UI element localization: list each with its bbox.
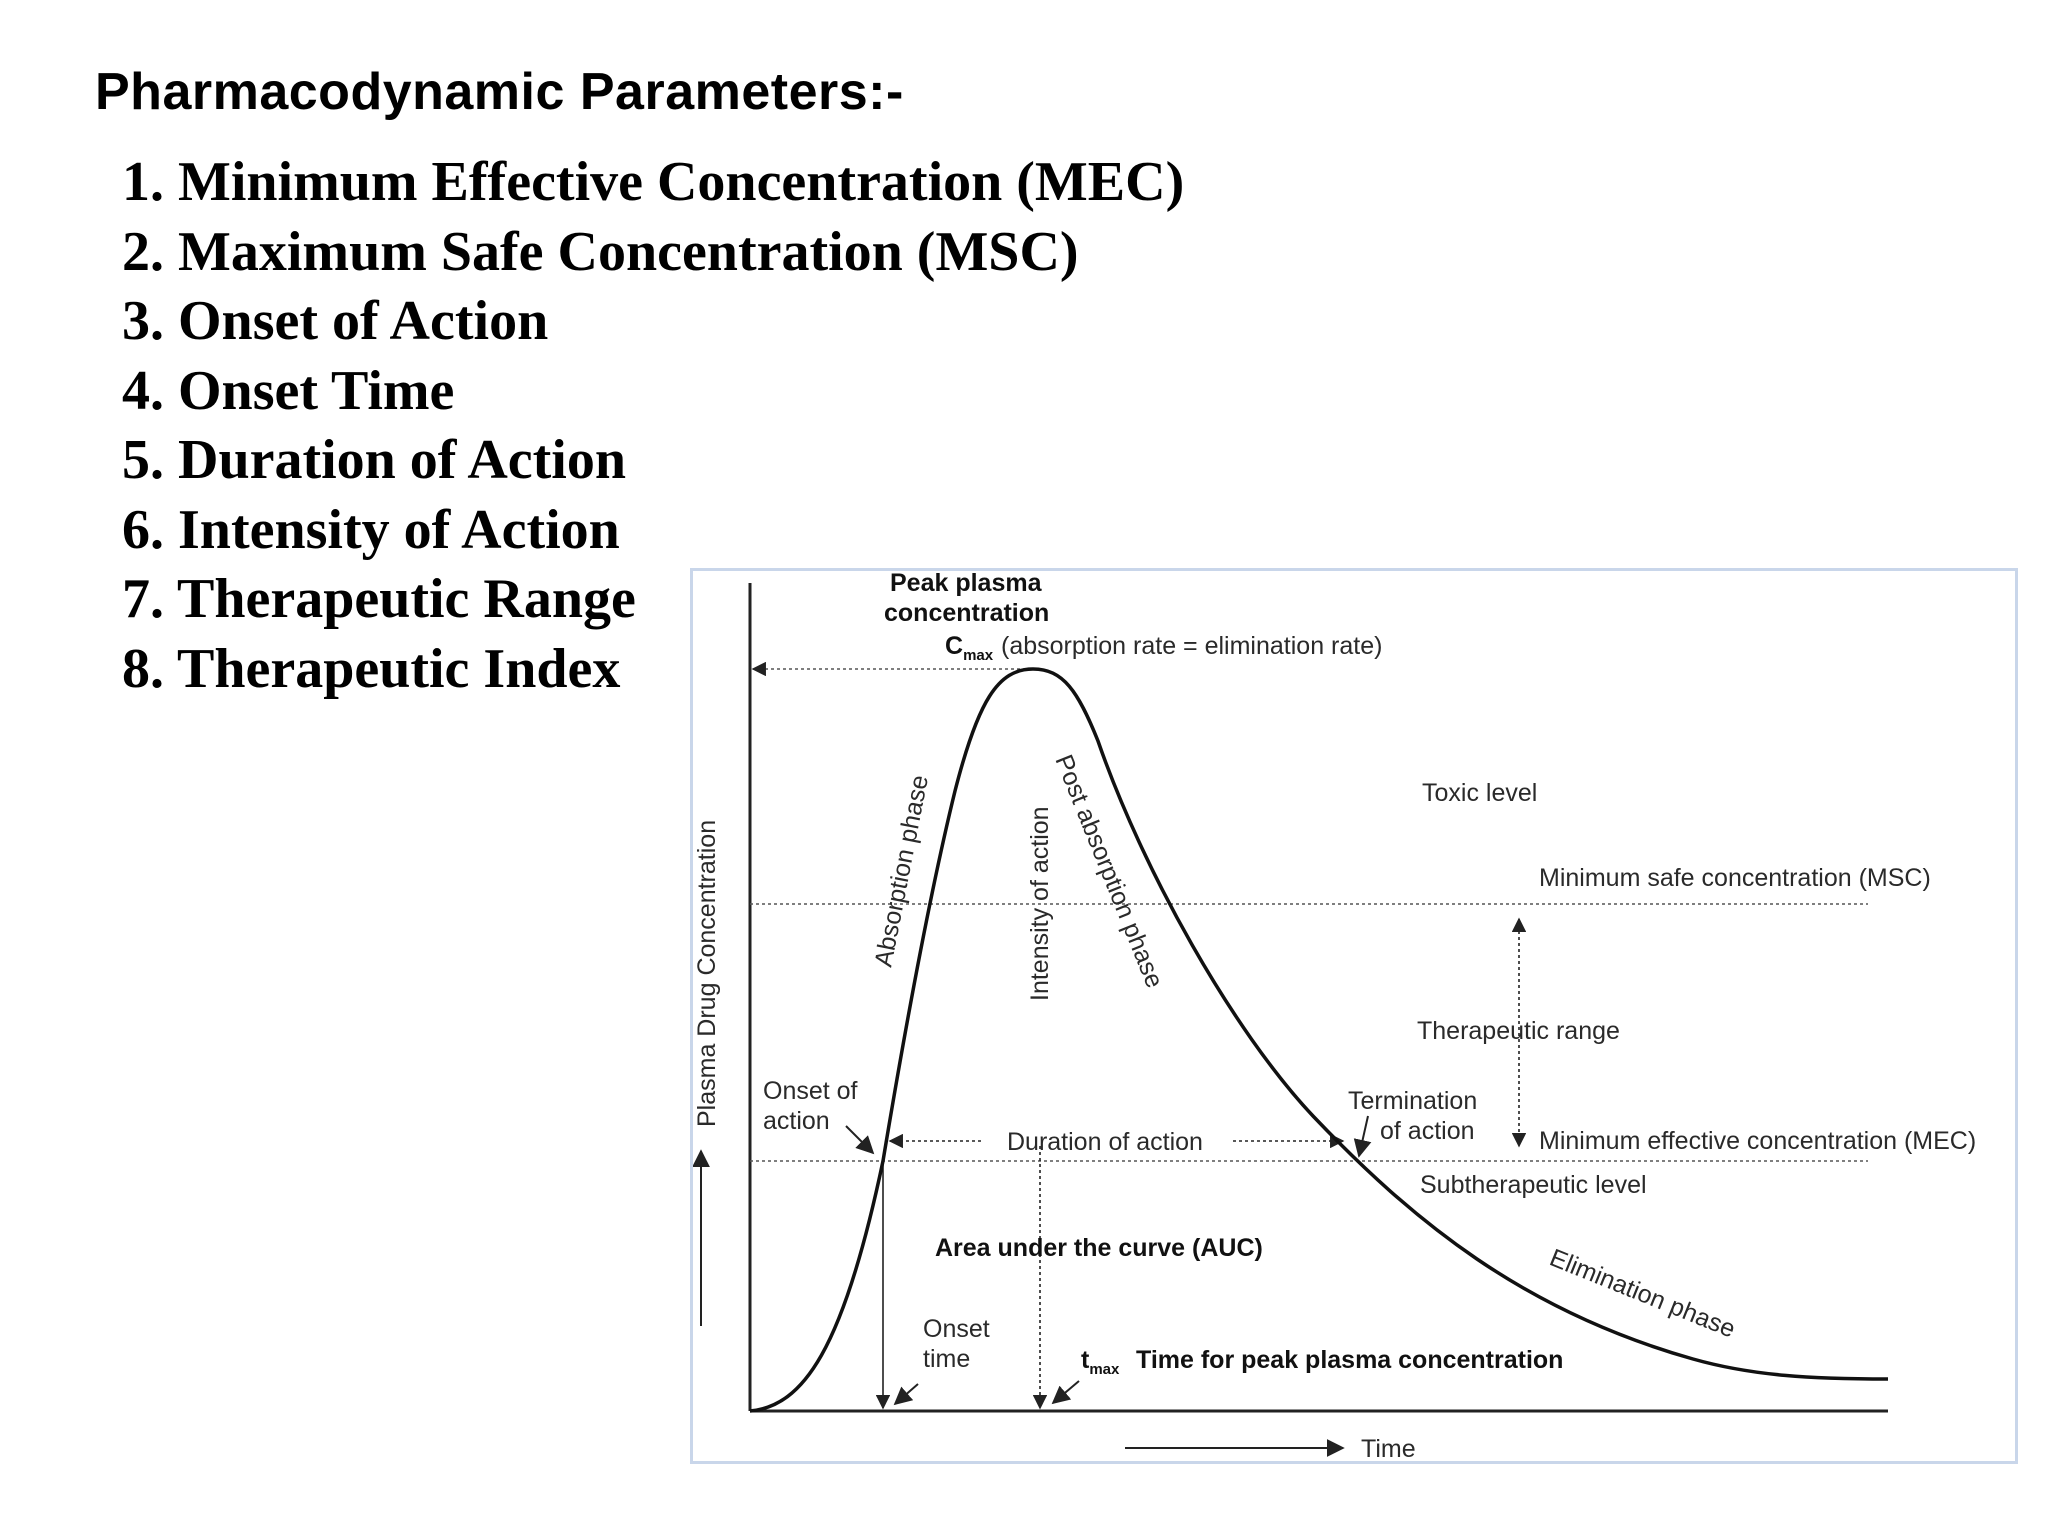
termination-label-line2: of action xyxy=(1380,1117,1475,1145)
tmax-note: Time for peak plasma concentration xyxy=(1136,1346,1563,1374)
tmax-pointer xyxy=(1051,1380,1080,1405)
toxic-level-label: Toxic level xyxy=(1422,779,1537,807)
duration-of-action-label: Duration of action xyxy=(1007,1128,1203,1156)
onset-time-label-line2: time xyxy=(923,1345,970,1373)
parameter-item: 5. Duration of Action xyxy=(122,429,626,491)
cmax-note: (absorption rate = elimination rate) xyxy=(1001,632,1382,660)
parameter-item: 2. Maximum Safe Concentration (MSC) xyxy=(122,220,1079,283)
onset-of-action-pointer xyxy=(845,1125,875,1155)
parameter-item: 3. Onset of Action xyxy=(122,290,549,352)
post-absorption-phase-label: Post absorption phase xyxy=(1049,751,1168,992)
x-axis-label: Time xyxy=(1361,1435,1416,1463)
peak-label-line1: Peak plasma xyxy=(890,571,1043,597)
mec-label: Minimum effective concentration (MEC) xyxy=(1539,1127,1976,1155)
elimination-phase-label: Elimination phase xyxy=(1546,1244,1739,1344)
parameter-item: 6. Intensity of Action xyxy=(122,498,620,561)
parameter-item: 7. Therapeutic Range xyxy=(122,568,636,630)
termination-label-line1: Termination xyxy=(1348,1087,1477,1115)
onset-time-label-line1: Onset xyxy=(923,1315,990,1343)
parameter-item: 1. Minimum Effective Concentration (MEC) xyxy=(122,151,1185,213)
pk-curve-diagram: Peak plasma concentration Cmax (absorpti… xyxy=(690,568,2018,1464)
parameter-item: 4. Onset Time xyxy=(122,359,455,422)
slide-title: Pharmacodynamic Parameters:- xyxy=(95,63,904,121)
y-axis-label: Plasma Drug Concentration xyxy=(693,820,721,1127)
therapeutic-range-label: Therapeutic range xyxy=(1417,1017,1620,1045)
tmax-label: tmax xyxy=(1081,1346,1120,1378)
intensity-of-action-label: Intensity of action xyxy=(1026,806,1054,1001)
auc-label: Area under the curve (AUC) xyxy=(935,1234,1263,1262)
peak-label-line2: concentration xyxy=(884,599,1049,627)
concentration-time-curve xyxy=(749,667,1889,1413)
onset-time-pointer xyxy=(893,1383,919,1406)
cmax-label: Cmax xyxy=(945,632,994,664)
onset-of-action-label-line2: action xyxy=(763,1107,830,1135)
termination-pointer xyxy=(1353,1115,1372,1158)
subtherapeutic-level-label: Subtherapeutic level xyxy=(1420,1171,1647,1199)
parameter-item: 8. Therapeutic Index xyxy=(122,637,621,700)
pk-curve-svg: Peak plasma concentration Cmax (absorpti… xyxy=(693,571,1976,1463)
parameter-list: 1. Minimum Effective Concentration (MEC)… xyxy=(122,148,1184,704)
onset-of-action-label-line1: Onset of xyxy=(763,1077,858,1105)
msc-label: Minimum safe concentration (MSC) xyxy=(1539,864,1931,892)
